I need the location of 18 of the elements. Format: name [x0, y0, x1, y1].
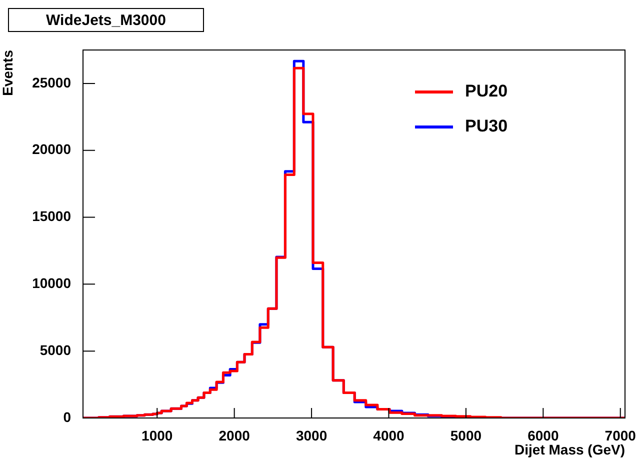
x-tick-label: 1000 — [142, 427, 173, 444]
y-tick-label: 20000 — [32, 141, 72, 158]
y-tick-label: 5000 — [40, 342, 72, 358]
x-axis-title: Dijet Mass (GeV) — [514, 441, 625, 458]
x-tick-label: 3000 — [296, 427, 328, 444]
x-tick-label: 7000 — [604, 427, 636, 444]
x-tick-label: 4000 — [373, 427, 405, 444]
y-tick-label: 10000 — [32, 275, 72, 292]
x-tick-label: 5000 — [450, 427, 482, 444]
y-tick-label: 25000 — [32, 74, 72, 90]
y-tick-label: 0 — [63, 408, 72, 425]
legend-label: PU20 — [465, 82, 508, 101]
legend-label: PU30 — [465, 116, 508, 136]
chart-title: WideJets_M3000 — [8, 8, 204, 32]
y-axis-title: Events — [0, 50, 16, 96]
x-tick-label: 2000 — [218, 427, 250, 444]
x-tick-label: 6000 — [528, 427, 559, 444]
y-tick-label: 15000 — [32, 208, 72, 224]
